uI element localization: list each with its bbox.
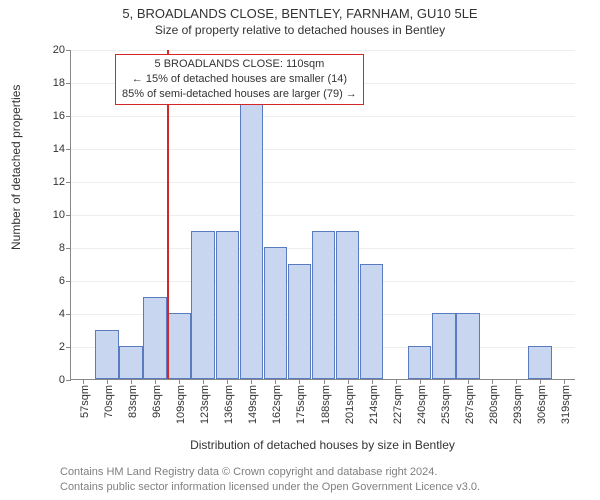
chart-area: 5 BROADLANDS CLOSE: 110sqm ← 15% of deta… (70, 50, 575, 380)
xtick-mark (324, 379, 325, 384)
xtick-label: 188sqm (320, 385, 332, 424)
xtick-label: 162sqm (271, 385, 283, 424)
histogram-bar (312, 231, 336, 380)
ytick-label: 2 (59, 341, 71, 353)
histogram-bar (432, 313, 456, 379)
annotation-line-1: 5 BROADLANDS CLOSE: 110sqm (122, 57, 357, 72)
xtick-label: 227sqm (392, 385, 404, 424)
ytick-label: 6 (59, 275, 71, 287)
x-axis-title: Distribution of detached houses by size … (70, 438, 575, 452)
xtick-mark (540, 379, 541, 384)
xtick-label: 96sqm (151, 385, 163, 418)
histogram-bar (288, 264, 312, 380)
chart-title: 5, BROADLANDS CLOSE, BENTLEY, FARNHAM, G… (0, 0, 600, 21)
xtick-mark (396, 379, 397, 384)
ytick-label: 4 (59, 308, 71, 320)
xtick-mark (564, 379, 565, 384)
histogram-bar (119, 346, 143, 379)
ytick-label: 8 (59, 242, 71, 254)
xtick-mark (83, 379, 84, 384)
ytick-label: 18 (53, 77, 71, 89)
xtick-label: 175sqm (295, 385, 307, 424)
histogram-bar (456, 313, 480, 379)
xtick-label: 240sqm (416, 385, 428, 424)
xtick-mark (203, 379, 204, 384)
xtick-mark (372, 379, 373, 384)
xtick-label: 123sqm (199, 385, 211, 424)
xtick-mark (155, 379, 156, 384)
xtick-mark (444, 379, 445, 384)
histogram-bar (240, 82, 264, 379)
xtick-mark (107, 379, 108, 384)
xtick-mark (251, 379, 252, 384)
xtick-label: 109sqm (175, 385, 187, 424)
chart-subtitle: Size of property relative to detached ho… (0, 21, 600, 37)
histogram-bar (143, 297, 167, 380)
histogram-bar (95, 330, 119, 380)
xtick-label: 70sqm (103, 385, 115, 418)
footer: Contains HM Land Registry data © Crown c… (60, 465, 480, 494)
xtick-label: 136sqm (223, 385, 235, 424)
xtick-mark (275, 379, 276, 384)
ytick-label: 12 (53, 176, 71, 188)
xtick-label: 201sqm (344, 385, 356, 424)
xtick-mark (299, 379, 300, 384)
ytick-label: 10 (53, 209, 71, 221)
xtick-mark (348, 379, 349, 384)
histogram-bar (360, 264, 384, 380)
xtick-mark (516, 379, 517, 384)
xtick-label: 214sqm (368, 385, 380, 424)
xtick-mark (420, 379, 421, 384)
histogram-bar (528, 346, 552, 379)
xtick-label: 57sqm (79, 385, 91, 418)
ytick-label: 14 (53, 143, 71, 155)
y-axis-title: Number of detached properties (9, 85, 23, 250)
histogram-bar (408, 346, 432, 379)
xtick-label: 319sqm (560, 385, 572, 424)
xtick-label: 83sqm (127, 385, 139, 418)
xtick-mark (468, 379, 469, 384)
ytick-label: 20 (53, 44, 71, 56)
chart-container: 5, BROADLANDS CLOSE, BENTLEY, FARNHAM, G… (0, 0, 600, 500)
histogram-bar (336, 231, 360, 380)
annotation-line-3: 85% of semi-detached houses are larger (… (122, 87, 357, 102)
xtick-label: 293sqm (512, 385, 524, 424)
xtick-mark (492, 379, 493, 384)
histogram-bar (167, 313, 191, 379)
plot-area: 5 BROADLANDS CLOSE: 110sqm ← 15% of deta… (70, 50, 575, 380)
histogram-bar (264, 247, 288, 379)
xtick-label: 267sqm (464, 385, 476, 424)
xtick-mark (227, 379, 228, 384)
xtick-mark (131, 379, 132, 384)
xtick-label: 149sqm (247, 385, 259, 424)
xtick-label: 280sqm (488, 385, 500, 424)
ytick-label: 0 (59, 374, 71, 386)
footer-line-1: Contains HM Land Registry data © Crown c… (60, 465, 480, 479)
annotation-line-2: ← 15% of detached houses are smaller (14… (122, 72, 357, 87)
footer-line-2: Contains public sector information licen… (60, 480, 480, 494)
ytick-label: 16 (53, 110, 71, 122)
xtick-mark (179, 379, 180, 384)
histogram-bar (191, 231, 215, 380)
xtick-label: 253sqm (440, 385, 452, 424)
annotation-box: 5 BROADLANDS CLOSE: 110sqm ← 15% of deta… (115, 54, 364, 105)
histogram-bar (216, 231, 240, 380)
xtick-label: 306sqm (536, 385, 548, 424)
